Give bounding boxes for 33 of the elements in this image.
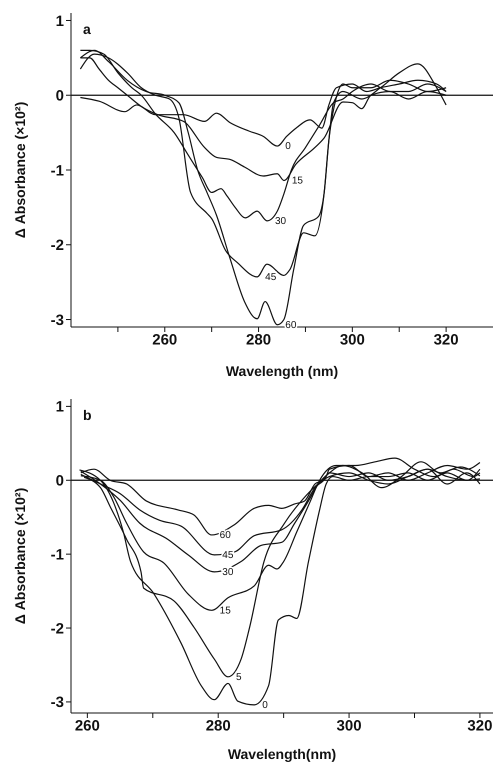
x-tick-label: 280 (206, 718, 231, 735)
y-tick-label: 1 (56, 12, 64, 30)
series-label: 30 (274, 216, 287, 227)
annotation: a (83, 21, 91, 37)
y-tick-label: 1 (56, 398, 64, 416)
x-tick-label: 280 (246, 332, 272, 349)
series-label: 60 (220, 530, 232, 541)
y-tick-label: 0 (56, 88, 64, 105)
annotation: b (83, 407, 92, 423)
y-tick-label: -2 (50, 620, 64, 638)
y-axis-title: Δ Absorbance (×10²) (12, 102, 28, 238)
series-label: 0 (285, 141, 292, 152)
series-label: 15 (220, 605, 232, 616)
x-tick-label: 320 (434, 332, 459, 349)
x-tick-label: 300 (340, 332, 365, 349)
series-label: 45 (265, 272, 277, 283)
y-tick-label: -2 (50, 237, 64, 254)
x-axis-title: Wavelength(nm) (228, 746, 336, 762)
series-label: 0 (262, 700, 268, 711)
x-tick-label: 300 (336, 718, 362, 735)
y-axis-title: Δ Absorbance (×10²) (12, 488, 28, 624)
series-label: 5 (236, 672, 242, 683)
y-tick-label: -3 (50, 694, 64, 712)
y-tick-label: -1 (50, 162, 64, 180)
y-tick-label: 0 (56, 472, 64, 490)
series-label: 30 (222, 566, 234, 578)
y-tick-label: -3 (50, 312, 64, 329)
x-axis-title: Wavelength (nm) (226, 363, 338, 379)
x-tick-label: 260 (74, 718, 100, 735)
series-label: 15 (292, 175, 304, 186)
x-tick-label: 260 (152, 332, 178, 349)
y-tick-label: -1 (50, 546, 64, 564)
x-tick-label: 320 (467, 718, 492, 735)
